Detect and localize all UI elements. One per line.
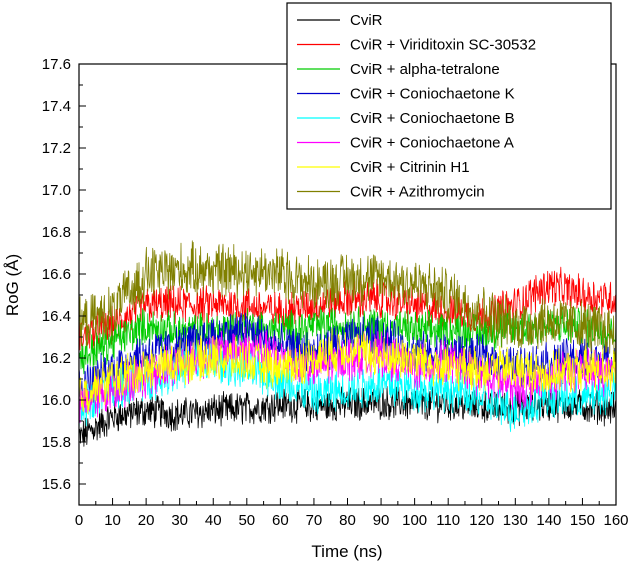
legend-label: CviR [350,12,383,29]
y-tick-label: 16.6 [42,266,71,283]
series-line-4 [78,343,617,433]
x-tick-label: 140 [536,512,561,529]
legend-box [286,2,612,210]
x-tick-label: 50 [238,512,255,529]
x-tick-label: 40 [205,512,222,529]
y-tick-label: 16.8 [42,224,71,241]
x-tick-label: 120 [469,512,494,529]
y-tick-label: 17.6 [42,56,71,73]
x-tick-label: 150 [570,512,595,529]
y-tick-label: 17.4 [42,98,71,115]
y-axis-title: RoG (Å) [3,254,22,316]
y-tick-label: 16.2 [42,350,71,367]
y-tick-label: 16.0 [42,392,71,409]
legend-label: CviR + Coniochaetone A [350,135,514,152]
series-line-3 [78,312,617,409]
x-tick-label: 110 [436,512,460,529]
x-tick-label: 10 [104,512,121,529]
x-tick-label: 0 [75,512,83,529]
legend: CviR CviR + Viriditoxin SC-30532 CviR + al… [286,2,612,210]
series-layer [78,240,617,447]
y-tick-label: 17.2 [42,140,71,157]
x-tick-label: 80 [339,512,356,529]
series-line-7 [78,240,617,362]
x-tick-label: 20 [138,512,155,529]
x-tick-label: 70 [306,512,323,529]
legend-label: CviR + Citrinin H1 [350,159,470,176]
series-line-0 [78,386,617,447]
x-tick-label: 100 [402,512,427,529]
series-line-6 [78,328,617,415]
legend-label: CviR + alpha-tetralone [350,61,500,78]
y-tick-label: 15.6 [42,476,71,493]
y-tick-label: 15.8 [42,434,71,451]
legend-label: CviR + Viriditoxin SC-30532 [350,37,536,54]
legend-label: CviR + Azithromycin [350,184,485,201]
x-tick-label: 60 [272,512,289,529]
legend-label: CviR + Coniochaetone B [350,110,515,127]
y-tick-label: 16.4 [42,308,71,325]
axis-layer: 0 10 20 30 40 50 60 70 80 90 100 110 120 130 140 150 160… [42,56,629,529]
x-tick-label: 160 [603,512,628,529]
x-axis-title: Time (ns) [311,542,382,561]
legend-label: CviR + Coniochaetone K [350,86,515,103]
x-tick-label: 130 [503,512,528,529]
x-tick-label: 90 [373,512,390,529]
y-tick-label: 17.0 [42,182,71,199]
x-tick-label: 30 [171,512,188,529]
